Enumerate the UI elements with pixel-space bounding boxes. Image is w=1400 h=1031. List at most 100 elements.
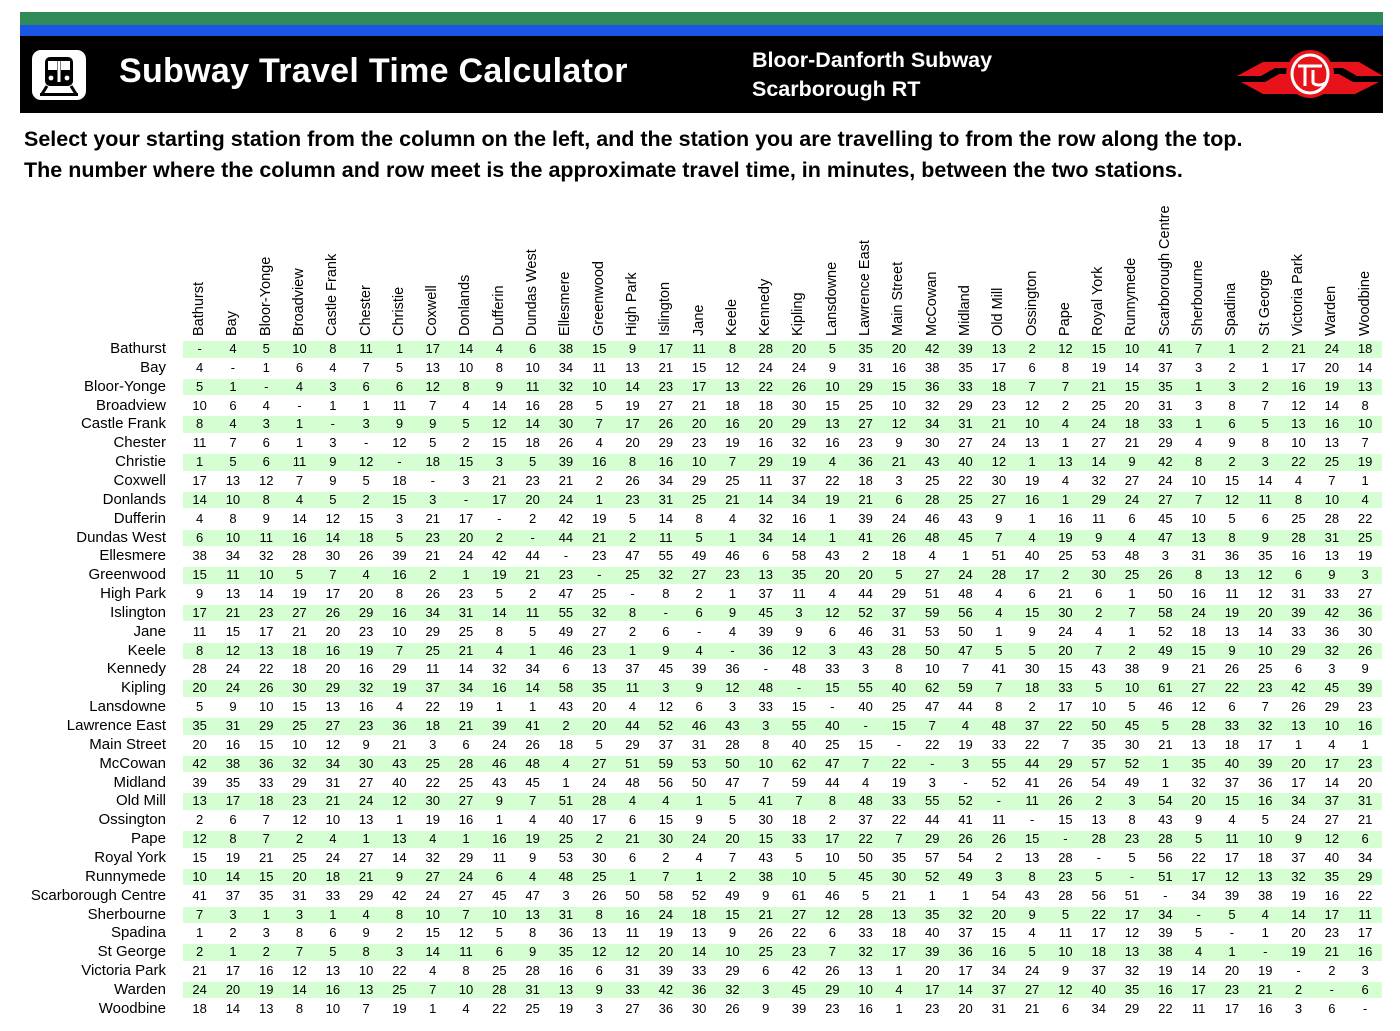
travel-time-cell: 4 <box>229 341 237 356</box>
column-header: Greenwood <box>590 261 607 336</box>
row-highlight <box>183 868 1382 886</box>
travel-time-cell: 1 <box>329 397 337 413</box>
travel-time-cell: 15 <box>691 359 707 375</box>
travel-time-cell: 34 <box>1158 906 1173 922</box>
travel-time-cell: 11 <box>192 623 207 639</box>
travel-time-cell: 6 <box>662 623 670 639</box>
travel-time-cell: 2 <box>362 491 370 507</box>
travel-time-cell: 2 <box>562 718 570 733</box>
travel-time-cell: 16 <box>1158 981 1173 997</box>
travel-time-cell: 12 <box>492 416 507 432</box>
travel-time-cell: 6 <box>1294 661 1303 677</box>
travel-time-cell: 30 <box>558 416 574 432</box>
travel-time-cell: 57 <box>1091 755 1106 771</box>
travel-time-cell: 45 <box>525 774 540 790</box>
travel-time-cell: 43 <box>492 774 507 790</box>
travel-time-cell: 42 <box>1291 680 1306 696</box>
travel-time-cell: 46 <box>858 623 873 639</box>
travel-time-cell: 4 <box>295 378 304 394</box>
travel-time-cell: 1 <box>1161 755 1169 771</box>
travel-time-cell: 28 <box>492 981 507 997</box>
travel-time-cell: 1 <box>562 774 570 790</box>
travel-time-cell: 22 <box>1058 718 1073 733</box>
row-highlight <box>183 680 1382 697</box>
travel-time-cell: 36 <box>858 454 873 470</box>
travel-time-cell: 27 <box>292 604 307 620</box>
travel-time-cell: 1 <box>362 397 370 413</box>
travel-time-cell: 33 <box>325 887 341 903</box>
travel-time-cell: 9 <box>695 812 703 828</box>
travel-time-cell: 19 <box>392 680 407 696</box>
travel-time-cell: 10 <box>1291 435 1306 451</box>
column-header: Bloor-Yonge <box>257 256 274 336</box>
travel-time-cell: 3 <box>395 510 404 526</box>
travel-time-cell: 32 <box>1091 472 1106 488</box>
travel-time-cell: 33 <box>791 831 807 847</box>
travel-time-cell: 6 <box>1261 510 1269 526</box>
travel-time-cell: 37 <box>858 812 873 828</box>
travel-time-cell: 4 <box>1228 812 1236 828</box>
travel-time-cell: 15 <box>225 623 241 639</box>
travel-time-cell: 2 <box>229 925 237 941</box>
travel-time-cell: 52 <box>991 774 1007 790</box>
travel-time-cell: 42 <box>658 981 674 997</box>
travel-time-cell: 8 <box>1294 491 1303 507</box>
travel-time-cell: 10 <box>325 812 341 828</box>
travel-time-cell: 37 <box>1324 793 1340 809</box>
travel-time-cell: 20 <box>625 435 640 451</box>
travel-time-cell: 6 <box>295 359 304 375</box>
travel-time-cell: 20 <box>525 491 540 507</box>
travel-time-cell: 13 <box>825 416 840 432</box>
travel-time-cell: 36 <box>1324 623 1340 639</box>
travel-time-cell: 23 <box>1224 981 1240 997</box>
travel-time-cell: 20 <box>1324 359 1340 375</box>
row-header: St George <box>97 943 166 961</box>
travel-time-cell: 32 <box>725 981 740 997</box>
travel-time-cell: 4 <box>628 699 637 715</box>
travel-time-cell: 55 <box>658 548 674 564</box>
travel-time-cell: 40 <box>791 736 807 752</box>
travel-time-cell: 8 <box>295 1000 304 1016</box>
travel-time-cell: 5 <box>196 699 204 715</box>
column-header: Chester <box>357 285 374 336</box>
travel-time-cell: 5 <box>1261 416 1269 432</box>
travel-time-cell: 34 <box>791 491 807 507</box>
travel-time-cell: 43 <box>858 642 873 658</box>
travel-time-cell: 24 <box>891 510 907 526</box>
row-header: McCowan <box>99 754 166 772</box>
travel-time-cell: 10 <box>292 736 307 752</box>
travel-time-cell: 4 <box>495 341 503 356</box>
travel-time-cell: 58 <box>658 887 674 903</box>
travel-time-cell: 11 <box>459 944 473 960</box>
travel-time-cell: 2 <box>429 567 437 583</box>
column-header: Kennedy <box>757 278 774 336</box>
travel-time-cell: 50 <box>958 623 973 639</box>
travel-time-cell: 5 <box>1028 642 1036 658</box>
travel-time-cell: 26 <box>891 529 907 545</box>
travel-time-cell: 19 <box>225 849 241 865</box>
travel-time-cell: 13 <box>358 812 374 828</box>
travel-time-cell: 14 <box>1124 359 1140 375</box>
travel-time-cell: 10 <box>1124 341 1140 356</box>
travel-time-cell: 16 <box>991 944 1007 960</box>
travel-time-cell: 3 <box>895 472 903 488</box>
column-header: Dundas West <box>524 249 540 336</box>
instruction-line-2: The number where the column and row meet… <box>24 158 1183 182</box>
travel-time-cell: 11 <box>359 341 373 356</box>
travel-time-cell: 14 <box>425 944 440 960</box>
travel-time-cell: 45 <box>1324 680 1340 696</box>
row-header: Christie <box>115 453 166 471</box>
travel-time-cell: 22 <box>825 472 840 488</box>
travel-time-cell: 9 <box>1161 661 1169 677</box>
travel-time-cell: 19 <box>1224 604 1240 620</box>
travel-time-cell: 7 <box>1028 378 1036 394</box>
travel-time-cell: 36 <box>658 1000 674 1016</box>
travel-time-cell: 2 <box>495 529 503 545</box>
travel-time-cell: 4 <box>529 812 537 828</box>
travel-time-cell: 20 <box>691 416 707 432</box>
travel-time-cell: 28 <box>1158 831 1173 847</box>
row-header: Greenwood <box>88 566 166 584</box>
travel-time-cell: 7 <box>329 567 337 583</box>
travel-time-cell: 27 <box>1091 435 1106 451</box>
travel-time-cell: 12 <box>358 454 374 470</box>
